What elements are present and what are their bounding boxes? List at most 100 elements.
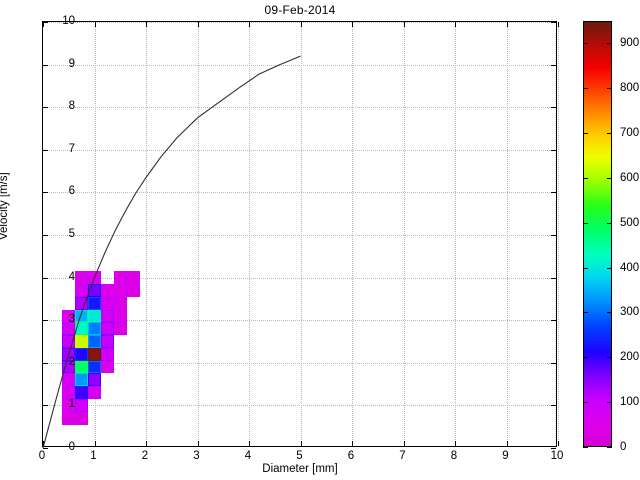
grid-line-horizontal (43, 277, 556, 279)
heatmap-cell (100, 309, 114, 323)
x-tick (197, 441, 199, 446)
y-tick-label: 4 (68, 270, 75, 283)
y-tick (43, 362, 48, 364)
colorbar-tick-right (607, 43, 612, 45)
y-tick-label: 2 (68, 355, 75, 368)
x-tick (300, 441, 302, 446)
x-tick-top (403, 22, 405, 27)
y-tick (43, 149, 48, 151)
x-tick-top (300, 22, 302, 27)
grid-line-vertical (352, 22, 353, 446)
heatmap-cell (100, 335, 114, 348)
terminal-velocity-curve (42, 55, 301, 449)
heatmap-cell (100, 322, 114, 336)
plot-axes (42, 21, 559, 449)
y-tick-label: 6 (68, 185, 75, 198)
heatmap-cell (100, 283, 114, 297)
x-tick-top (249, 22, 250, 27)
colorbar-tick (583, 357, 588, 359)
heatmap-cell (100, 347, 114, 361)
x-tick-label: 8 (450, 450, 458, 462)
heatmap-cell (75, 309, 89, 323)
y-tick-right (551, 192, 556, 194)
grid-line-vertical (249, 22, 250, 446)
x-tick-top (94, 22, 96, 27)
colorbar-tick-label: 200 (620, 351, 640, 364)
heatmap-cell (88, 386, 101, 399)
heatmap-cell (62, 309, 76, 323)
y-tick (43, 320, 48, 322)
heatmap-cell (100, 360, 114, 374)
colorbar-tick-label: 0 (620, 441, 627, 453)
colorbar-tick-right (607, 222, 612, 224)
x-tick-label: 1 (90, 450, 97, 462)
heatmap-cell (62, 322, 76, 336)
x-tick (352, 441, 353, 446)
colorbar-tick (583, 312, 588, 314)
y-tick-label: 3 (68, 313, 75, 326)
y-tick-label: 5 (68, 228, 75, 240)
colorbar-tick-right (607, 312, 612, 314)
colorbar-tick-label: 400 (620, 261, 640, 274)
colorbar-tick-label: 800 (620, 82, 640, 95)
colorbar (583, 21, 612, 447)
x-tick-top (455, 22, 456, 27)
x-tick (146, 441, 147, 446)
heatmap-cell (75, 347, 89, 361)
x-tick (558, 441, 559, 446)
x-tick-top (197, 22, 199, 27)
heatmap-cell (113, 309, 127, 323)
y-tick (43, 448, 48, 449)
y-tick (43, 277, 48, 279)
heatmap-cell (75, 411, 89, 425)
x-tick-label: 4 (244, 450, 252, 462)
y-tick-right (551, 320, 556, 322)
colorbar-tick (583, 177, 588, 179)
colorbar-tick (583, 88, 588, 90)
grid-line-vertical (403, 22, 405, 446)
colorbar-tick (583, 447, 588, 448)
y-tick-label: 1 (68, 398, 75, 411)
colorbar-tick-right (607, 267, 612, 269)
heatmap-cell (75, 296, 89, 310)
y-axis-label: Velocity [m/s] (0, 172, 10, 240)
x-tick-label: 10 (550, 450, 564, 462)
heatmap-cell (88, 335, 101, 348)
heatmap-cell (75, 373, 89, 387)
heatmap-cell (62, 386, 76, 399)
grid-line-horizontal (43, 405, 556, 407)
heatmap-cell (113, 322, 127, 336)
heatmap-cell (100, 296, 114, 310)
x-tick-top (43, 22, 44, 27)
x-tick-label: 9 (502, 450, 509, 462)
heatmap-cell (75, 335, 89, 348)
heatmap-cell (62, 411, 76, 425)
colorbar-tick (583, 133, 588, 135)
y-tick-label: 0 (68, 441, 75, 453)
y-tick-right (551, 448, 556, 449)
y-tick (43, 107, 48, 109)
x-tick (94, 441, 96, 446)
grid-line-vertical (300, 22, 302, 446)
heatmap-cell (75, 360, 89, 374)
y-tick-right (551, 362, 556, 364)
y-tick (43, 405, 48, 407)
grid-line-vertical (94, 22, 96, 446)
heatmap-cell (126, 283, 140, 297)
colorbar-tick (583, 402, 588, 404)
heatmap-cell (88, 360, 101, 374)
colorbar-tick-label: 300 (620, 306, 640, 319)
x-tick-top (352, 22, 353, 27)
colorbar-tick-right (607, 402, 612, 404)
x-tick-top (558, 22, 559, 27)
grid-line-vertical (146, 22, 147, 446)
heatmap-cell (75, 283, 89, 297)
heatmap-cell (126, 271, 140, 284)
colorbar-tick-label: 700 (620, 127, 640, 140)
colorbar-tick-label: 500 (620, 216, 640, 229)
x-tick-label: 6 (347, 450, 355, 462)
grid-line-vertical (197, 22, 199, 446)
plot-title: 09-Feb-2014 (264, 3, 336, 17)
y-tick-right (551, 149, 556, 151)
